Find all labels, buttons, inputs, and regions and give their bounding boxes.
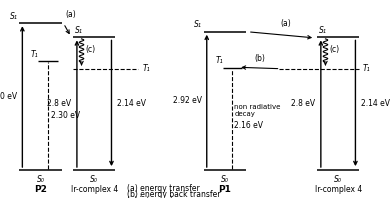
Text: S₀: S₀ <box>36 175 44 184</box>
Text: P1: P1 <box>218 185 231 194</box>
Text: (b) energy back transfer: (b) energy back transfer <box>127 190 220 198</box>
Text: (c) intersystem crossing: (c) intersystem crossing <box>127 196 220 198</box>
Text: (b): (b) <box>254 53 265 63</box>
Text: S₀: S₀ <box>90 175 98 184</box>
Text: (c): (c) <box>329 45 339 54</box>
Text: T₁: T₁ <box>31 50 38 59</box>
Text: (c): (c) <box>85 45 96 54</box>
Text: 2.16 eV: 2.16 eV <box>234 122 263 130</box>
Text: 2.92 eV: 2.92 eV <box>173 96 202 105</box>
Text: P2: P2 <box>34 185 47 194</box>
Text: non radiative
decay: non radiative decay <box>234 104 281 117</box>
Text: S₀: S₀ <box>221 175 229 184</box>
Text: 2.8 eV: 2.8 eV <box>47 99 71 108</box>
Text: S₁: S₁ <box>319 26 327 35</box>
Text: T₁: T₁ <box>215 56 223 65</box>
Text: 3.10 eV: 3.10 eV <box>0 92 17 101</box>
Text: T₁: T₁ <box>142 64 150 73</box>
Text: 2.30 eV: 2.30 eV <box>51 111 80 120</box>
Text: (a): (a) <box>66 10 76 19</box>
Text: Ir-complex 4: Ir-complex 4 <box>71 185 118 194</box>
Text: (a): (a) <box>280 19 291 28</box>
Text: (a) energy transfer: (a) energy transfer <box>127 184 200 193</box>
Text: Ir-complex 4: Ir-complex 4 <box>314 185 362 194</box>
Text: S₁: S₁ <box>75 26 83 35</box>
Text: S₁: S₁ <box>9 12 17 21</box>
Text: 2.14 eV: 2.14 eV <box>117 99 146 108</box>
Text: 2.14 eV: 2.14 eV <box>361 99 390 108</box>
Text: S₀: S₀ <box>334 175 342 184</box>
Text: T₁: T₁ <box>363 64 371 73</box>
Text: S₁: S₁ <box>194 20 202 30</box>
Text: 2.8 eV: 2.8 eV <box>291 99 315 108</box>
